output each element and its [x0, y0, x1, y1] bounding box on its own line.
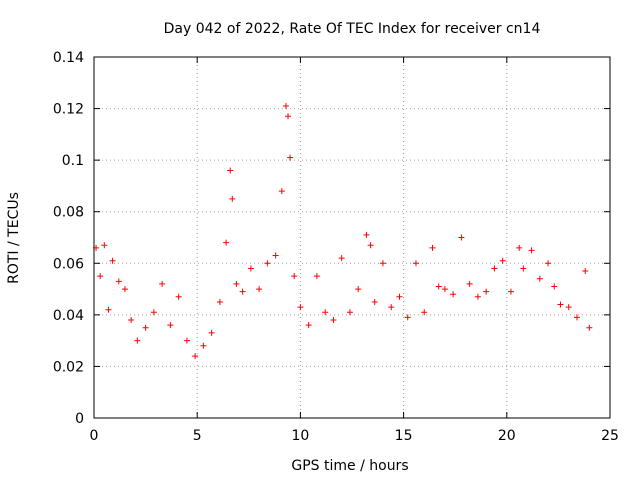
roti-point: [109, 257, 116, 264]
roti-point: [291, 273, 298, 280]
axis-ticks: 0 0.02 0.04 0.06 0.08 0.1 0.12 0.14 0 5 10 15 20 25: [53, 50, 619, 444]
roti-point: [429, 244, 436, 251]
roti-point: [105, 306, 112, 313]
roti-point: [175, 293, 182, 300]
y-tick-label: 0.08: [53, 205, 84, 221]
roti-point: [313, 273, 320, 280]
roti-point: [101, 242, 108, 249]
roti-point: [142, 324, 149, 331]
roti-point: [507, 288, 514, 295]
roti-point: [282, 102, 289, 109]
roti-point: [499, 257, 506, 264]
roti-point: [200, 342, 207, 349]
roti-point: [285, 113, 292, 120]
roti-point: [371, 298, 378, 305]
roti-point: [305, 322, 312, 329]
roti-point: [256, 286, 263, 293]
roti-scatter-points: [93, 102, 593, 360]
roti-point: [229, 195, 236, 202]
y-tick-label: 0.04: [53, 308, 84, 324]
roti-point: [223, 239, 230, 246]
roti-point: [516, 244, 523, 251]
roti-point: [233, 280, 240, 287]
roti-point: [128, 317, 135, 324]
grid-lines: [94, 57, 610, 418]
roti-point: [322, 309, 329, 316]
roti-point: [474, 293, 481, 300]
roti-point: [355, 286, 362, 293]
roti-point: [545, 260, 552, 267]
roti-point: [115, 278, 122, 285]
roti-point: [297, 304, 304, 311]
y-tick-label: 0.12: [53, 102, 84, 118]
roti-point: [379, 260, 386, 267]
roti-point: [551, 283, 558, 290]
roti-point: [227, 167, 234, 174]
roti-point: [404, 314, 411, 321]
roti-point: [338, 255, 345, 262]
roti-point: [582, 268, 589, 275]
roti-point: [367, 242, 374, 249]
roti-point: [557, 301, 564, 308]
roti-point: [330, 317, 337, 324]
roti-point: [121, 286, 128, 293]
x-tick-label: 15: [395, 428, 413, 444]
roti-point: [573, 314, 580, 321]
x-axis-label: GPS time / hours: [291, 458, 408, 474]
roti-point: [586, 324, 593, 331]
roti-point: [264, 260, 271, 267]
y-tick-label: 0.1: [62, 153, 84, 169]
x-tick-label: 10: [291, 428, 309, 444]
chart-title: Day 042 of 2022, Rate Of TEC Index for r…: [164, 21, 541, 37]
roti-point: [150, 309, 157, 316]
x-tick-label: 0: [90, 428, 99, 444]
roti-point: [208, 329, 215, 336]
roti-point: [396, 293, 403, 300]
x-tick-label: 25: [601, 428, 619, 444]
roti-point: [388, 304, 395, 311]
roti-point: [216, 298, 223, 305]
roti-point: [483, 288, 490, 295]
roti-point: [435, 283, 442, 290]
y-tick-label: 0.14: [53, 50, 84, 66]
roti-point: [346, 309, 353, 316]
roti-point: [167, 322, 174, 329]
y-tick-label: 0: [75, 411, 84, 427]
roti-point: [458, 234, 465, 241]
roti-point: [192, 353, 199, 360]
roti-point: [272, 252, 279, 259]
roti-point: [247, 265, 254, 272]
y-tick-label: 0.06: [53, 256, 84, 272]
roti-point: [441, 286, 448, 293]
roti-point: [528, 247, 535, 254]
roti-point: [491, 265, 498, 272]
roti-point: [363, 231, 370, 238]
roti-point: [287, 154, 294, 161]
roti-point: [412, 260, 419, 267]
roti-point: [565, 304, 572, 311]
roti-point: [134, 337, 141, 344]
roti-point: [159, 280, 166, 287]
y-axis-label: ROTI / TECUs: [6, 192, 22, 284]
plot-frame: [93, 56, 611, 419]
roti-point: [520, 265, 527, 272]
y-tick-label: 0.02: [53, 359, 84, 375]
roti-point: [278, 188, 285, 195]
x-tick-label: 5: [193, 428, 202, 444]
roti-point: [466, 280, 473, 287]
x-tick-label: 20: [498, 428, 516, 444]
roti-point: [183, 337, 190, 344]
roti-point: [97, 273, 104, 280]
roti-point: [421, 309, 428, 316]
roti-point: [239, 288, 246, 295]
roti-point: [450, 291, 457, 298]
roti-point: [536, 275, 543, 282]
